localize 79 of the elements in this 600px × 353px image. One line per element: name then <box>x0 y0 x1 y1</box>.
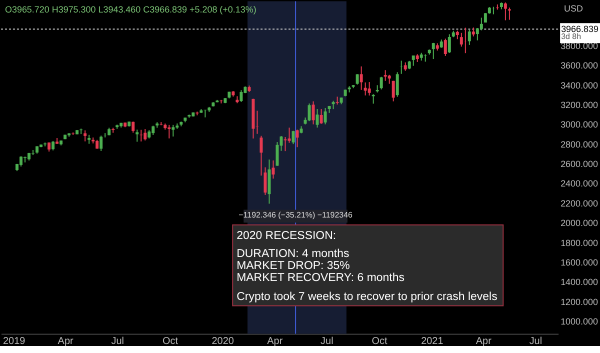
candlestick <box>132 121 135 134</box>
candlestick <box>284 136 287 152</box>
y-tick-label: 1400.000 <box>560 277 598 288</box>
candlestick <box>492 6 495 15</box>
candlestick <box>292 130 295 145</box>
x-tick-label: Oct <box>162 336 178 348</box>
candlestick <box>136 129 139 142</box>
y-axis-title: USD <box>564 3 584 14</box>
candlestick <box>240 90 243 103</box>
candlestick <box>360 66 363 90</box>
candlestick <box>152 125 155 136</box>
x-tick-label: 2020 <box>212 336 234 348</box>
y-tick-label: 2200.000 <box>560 198 598 208</box>
candlestick <box>172 124 175 138</box>
x-tick-label: 2019 <box>2 336 26 348</box>
candlestick <box>460 32 463 48</box>
y-tick-label: 1000.000 <box>560 316 598 326</box>
y-tick-label: 3800.000 <box>560 41 598 52</box>
candlestick <box>100 135 103 152</box>
candlestick <box>312 100 315 125</box>
y-tick-label: 2000.000 <box>560 218 598 228</box>
candlestick <box>448 34 451 54</box>
annotation: −1192.346 (−35.21%) −1192346 <box>238 210 354 220</box>
y-tick-label: 1600.000 <box>560 257 598 268</box>
y-tick-label: 3600.000 <box>560 60 598 71</box>
candlestick <box>52 140 55 151</box>
candlestick <box>272 160 275 180</box>
candlestick <box>316 108 319 128</box>
chart-subtitle: O3965.720 H3975.300 L3943.460 C3966.839 +5.208 (+0.13%) <box>4 4 256 14</box>
candlestick <box>392 80 395 102</box>
candlestick <box>260 135 263 176</box>
x-tick-label: Jul <box>320 336 334 348</box>
x-tick-label: 2021 <box>421 336 444 348</box>
y-tick-label: 3400.000 <box>560 80 598 90</box>
x-tick-label: Apr <box>267 336 284 348</box>
candlestick <box>264 166 267 196</box>
candlestick <box>396 72 399 98</box>
candlestick <box>504 2 507 21</box>
x-tick-label: Apr <box>476 336 492 348</box>
x-tick-label: Jul <box>111 336 124 348</box>
candlestick <box>476 28 479 41</box>
ref-line-label: 3966.839 <box>561 24 598 34</box>
candlestick <box>84 130 87 142</box>
x-tick-label: Apr <box>58 336 74 348</box>
annotation: DURATION: 4 months <box>236 248 350 260</box>
y-tick-label: 3200.000 <box>560 100 598 110</box>
candlestick <box>32 150 35 156</box>
annotation: MARKET RECOVERY: 6 months <box>236 272 405 284</box>
candlestick <box>320 108 323 124</box>
candlestick <box>324 108 327 125</box>
y-tick-label: 1800.000 <box>560 238 598 248</box>
candlestick <box>168 124 171 139</box>
y-tick-label: 3000.000 <box>560 120 598 130</box>
candlestick <box>288 127 291 144</box>
candlestick <box>356 74 359 86</box>
candlestick <box>400 60 403 74</box>
candlestick <box>368 82 371 96</box>
x-tick-label: Jul <box>529 336 542 348</box>
candlestick <box>432 42 435 60</box>
annotation: MARKET DROP: 35% <box>236 260 350 272</box>
annotation: 2020 RECESSION: <box>236 230 336 242</box>
text: 3d 8h <box>561 32 582 42</box>
candlestick <box>468 29 471 46</box>
candlestick <box>444 38 447 56</box>
x-tick-label: Oct <box>372 336 388 348</box>
candlestick <box>424 54 427 62</box>
candlestick <box>296 129 299 148</box>
candlestick <box>20 156 23 168</box>
y-tick-label: 1200.000 <box>560 296 598 307</box>
candlestick <box>144 128 147 141</box>
candlestick <box>384 70 387 82</box>
annotation: Crypto took 7 weeks to recover to prior crash levels <box>236 290 498 303</box>
candlestick <box>380 76 383 90</box>
y-tick-label: 2800.000 <box>560 139 598 150</box>
y-tick-label: 2400.000 <box>560 178 598 189</box>
y-tick-label: 2600.000 <box>560 159 598 170</box>
candlestick <box>336 96 339 106</box>
candlestick <box>308 102 311 122</box>
candlestick <box>480 17 483 31</box>
